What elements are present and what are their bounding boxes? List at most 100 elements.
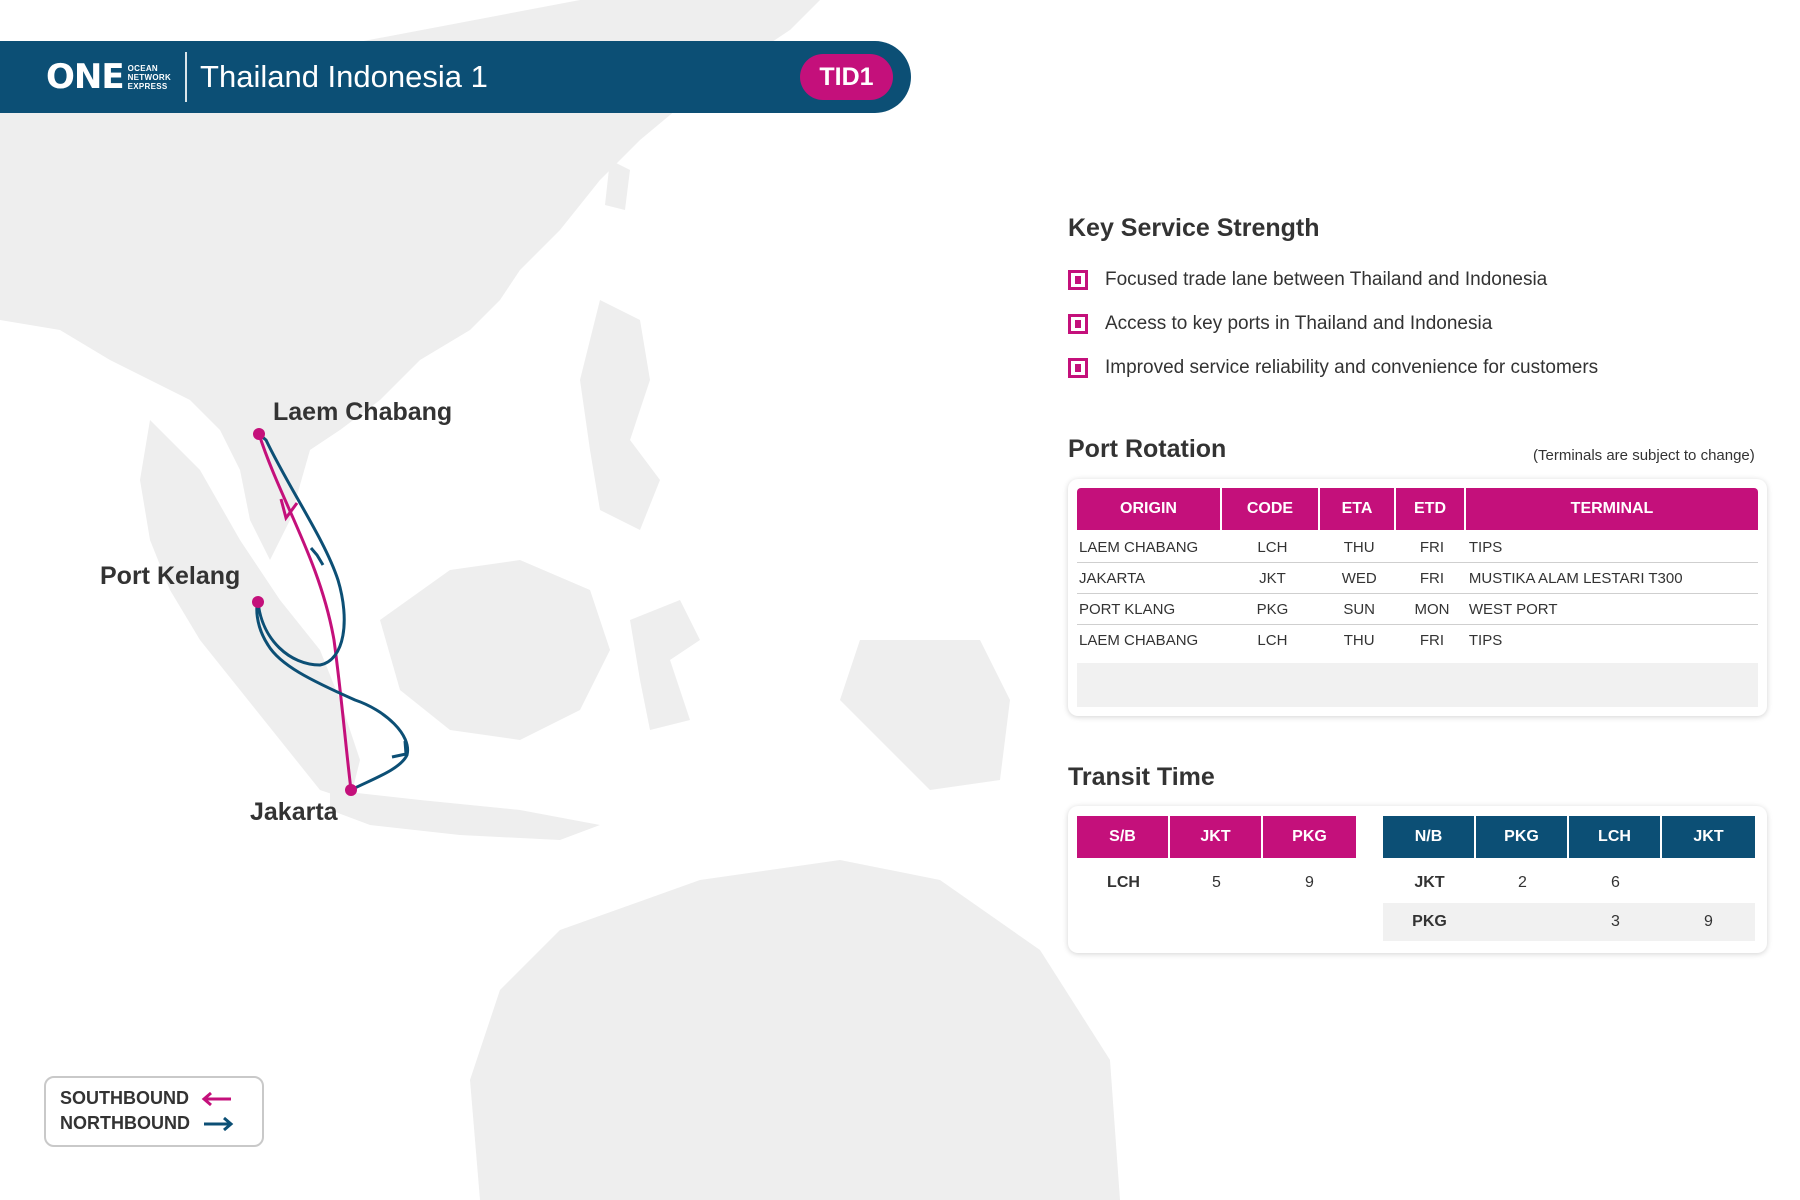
one-logo: ONE OCEAN NETWORK EXPRESS bbox=[46, 60, 171, 94]
strength-item: Access to key ports in Thailand and Indo… bbox=[1068, 313, 1492, 335]
port-rotation-header: ORIGIN CODE ETA ETD TERMINAL bbox=[1077, 488, 1758, 530]
cell-eta: WED bbox=[1341, 569, 1377, 587]
northbound-arrow-top-icon bbox=[309, 547, 325, 566]
cell-code: LCH bbox=[1257, 632, 1288, 649]
strength-item-text: Improved service reliability and conveni… bbox=[1105, 357, 1599, 378]
java bbox=[330, 790, 600, 840]
logo-wordmark: ONE bbox=[46, 57, 125, 97]
logo-sub-line: EXPRESS bbox=[127, 81, 168, 91]
southbound-arrow-icon bbox=[279, 498, 299, 522]
southbound-route-line bbox=[257, 433, 353, 791]
cell-origin: LAEM CHABANG bbox=[1079, 632, 1199, 649]
sb-value-cell: 5 bbox=[1212, 874, 1221, 891]
bullet-icon bbox=[1068, 270, 1088, 290]
service-name: Thailand Indonesia 1 bbox=[200, 59, 488, 94]
bullet-icon bbox=[1068, 314, 1088, 334]
sb-header-cell: S/B bbox=[1077, 816, 1170, 858]
strength-item: Focused trade lane between Thailand and … bbox=[1068, 269, 1547, 291]
table-row: JAKARTA JKT WED FRI MUSTIKA ALAM LESTARI… bbox=[1077, 563, 1758, 594]
mainland-asia bbox=[0, 0, 820, 560]
nb-value-cell: 2 bbox=[1518, 874, 1527, 891]
port-rotation-title: Port Rotation bbox=[1068, 435, 1227, 463]
table-row: PKG 3 9 bbox=[1383, 903, 1755, 941]
taiwan bbox=[605, 160, 630, 210]
transit-time-title: Transit Time bbox=[1068, 763, 1215, 791]
nb-header-cell: PKG bbox=[1476, 816, 1569, 858]
logo-sub-line: NETWORK bbox=[127, 72, 172, 82]
northbound-arrow-icon bbox=[391, 740, 408, 759]
southbound-route bbox=[257, 433, 353, 791]
cell-eta: THU bbox=[1343, 538, 1375, 556]
logo-subtitle: OCEAN NETWORK EXPRESS bbox=[128, 64, 171, 91]
nb-value-cell: 6 bbox=[1611, 874, 1620, 891]
terminal-note: (Terminals are subject to change) bbox=[1533, 447, 1755, 464]
sb-origin-cell: LCH bbox=[1107, 874, 1140, 891]
col-header-origin: ORIGIN bbox=[1077, 488, 1222, 530]
service-code-badge: TID1 bbox=[800, 54, 893, 100]
sulawesi bbox=[630, 600, 700, 730]
nb-origin-cell: PKG bbox=[1412, 913, 1447, 930]
table-row: PORT KLANG PKG SUN MON WEST PORT bbox=[1077, 594, 1758, 625]
arrow-left-icon bbox=[201, 1091, 231, 1106]
northbound-header: N/B PKG LCH JKT bbox=[1383, 816, 1755, 858]
service-header: ONE OCEAN NETWORK EXPRESS Thailand Indon… bbox=[0, 41, 911, 113]
port-rotation-table: ORIGIN CODE ETA ETD TERMINAL LAEM CHABAN… bbox=[1068, 479, 1767, 716]
table-row: LAEM CHABANG LCH THU FRI TIPS bbox=[1077, 532, 1758, 563]
legend-northbound: NORTHBOUND bbox=[60, 1113, 234, 1134]
cell-etd: MON bbox=[1414, 600, 1450, 618]
bullet-icon bbox=[1068, 358, 1088, 378]
cell-terminal: TIPS bbox=[1468, 538, 1503, 556]
sb-header-cell: PKG bbox=[1263, 816, 1356, 858]
cell-origin: JAKARTA bbox=[1079, 569, 1146, 587]
cell-code: JKT bbox=[1259, 569, 1286, 587]
nb-header-cell: JKT bbox=[1662, 816, 1755, 858]
legend-northbound-label: NORTHBOUND bbox=[60, 1113, 190, 1133]
port-markers bbox=[252, 428, 357, 796]
key-strength-title: Key Service Strength bbox=[1068, 214, 1320, 242]
borneo bbox=[380, 560, 610, 740]
strength-item-text: Access to key ports in Thailand and Indo… bbox=[1105, 313, 1493, 334]
col-header-terminal: TERMINAL bbox=[1466, 488, 1758, 530]
cell-terminal: WEST PORT bbox=[1468, 600, 1558, 618]
col-header-code: CODE bbox=[1222, 488, 1320, 530]
southbound-header: S/B JKT PKG bbox=[1077, 816, 1356, 858]
col-header-etd: ETD bbox=[1396, 488, 1466, 530]
land-masses bbox=[0, 0, 1120, 1200]
new-guinea bbox=[840, 640, 1010, 790]
nb-value-cell: 9 bbox=[1704, 913, 1713, 930]
table-empty-row bbox=[1077, 663, 1758, 707]
strength-item-text: Focused trade lane between Thailand and … bbox=[1105, 269, 1548, 290]
cell-eta: THU bbox=[1343, 632, 1375, 649]
route-legend: SOUTHBOUND NORTHBOUND bbox=[44, 1076, 264, 1147]
header-divider bbox=[185, 52, 188, 102]
australia bbox=[470, 860, 1120, 1200]
port-marker-jakarta bbox=[345, 784, 357, 796]
cell-code: PKG bbox=[1256, 600, 1289, 618]
cell-origin: PORT KLANG bbox=[1079, 600, 1176, 618]
sb-header-cell: JKT bbox=[1170, 816, 1263, 858]
cell-etd: FRI bbox=[1419, 632, 1445, 649]
cell-etd: FRI bbox=[1419, 569, 1445, 587]
cell-etd: FRI bbox=[1419, 538, 1445, 556]
logo-sub-line: OCEAN bbox=[127, 63, 158, 73]
port-label-port-kelang: Port Kelang bbox=[100, 562, 241, 590]
transit-time-table: S/B JKT PKG LCH 5 9 N/B PKG LCH JKT JKT … bbox=[1068, 806, 1767, 953]
table-row: LAEM CHABANG LCH THU FRI TIPS bbox=[1077, 625, 1758, 656]
port-marker-port-kelang bbox=[252, 596, 264, 608]
table-row: JKT 2 6 bbox=[1383, 864, 1755, 902]
table-row: LCH 5 9 bbox=[1077, 864, 1356, 902]
col-header-eta: ETA bbox=[1320, 488, 1396, 530]
legend-southbound: SOUTHBOUND bbox=[60, 1088, 233, 1109]
cell-origin: LAEM CHABANG bbox=[1079, 538, 1199, 556]
port-label-laem-chabang: Laem Chabang bbox=[273, 398, 453, 426]
philippines bbox=[580, 300, 660, 530]
nb-value-cell: 3 bbox=[1611, 913, 1620, 930]
legend-southbound-label: SOUTHBOUND bbox=[60, 1088, 189, 1108]
sumatra bbox=[140, 420, 360, 800]
port-label-jakarta: Jakarta bbox=[250, 798, 338, 826]
cell-code: LCH bbox=[1257, 538, 1288, 556]
strength-item: Improved service reliability and conveni… bbox=[1068, 357, 1598, 379]
arrow-right-icon bbox=[204, 1116, 234, 1131]
cell-terminal: TIPS bbox=[1468, 632, 1503, 649]
